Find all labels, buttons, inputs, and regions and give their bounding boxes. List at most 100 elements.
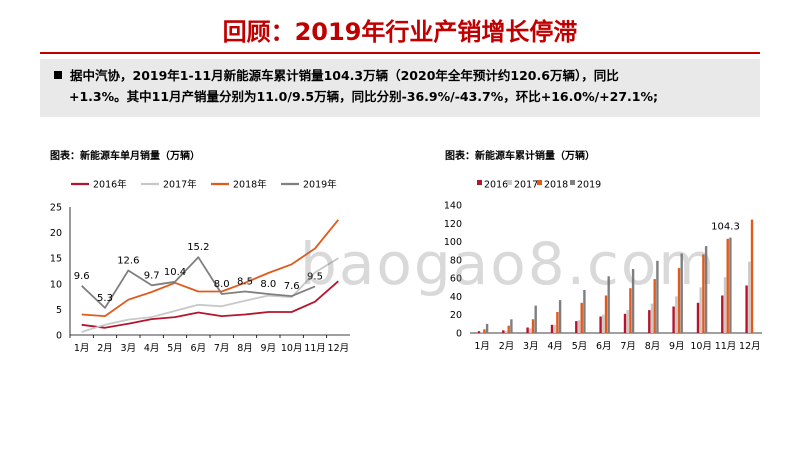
watermark: baogao8.com — [300, 230, 717, 298]
page-title: 回顾：2019年行业产销增长停滞 — [222, 18, 578, 46]
bar-x-tick-label: 3月 — [523, 341, 539, 352]
bar-2016-11月 — [721, 295, 724, 333]
bar-y-tick-label: 120 — [444, 219, 462, 230]
line-series-2018年 — [81, 219, 339, 318]
bar-x-tick-label: 10月 — [690, 341, 712, 352]
bar-2018-6月 — [604, 295, 608, 333]
line-legend-label: 2018年 — [233, 179, 267, 191]
bar-2016-2月 — [502, 330, 505, 333]
line-data-label: 8.0 — [214, 279, 230, 290]
bar-2019-8月 — [656, 260, 659, 333]
bar-2018-11月 — [726, 238, 729, 333]
bar-legend-label: 2016 — [484, 180, 508, 191]
bar-2018-12月 — [750, 219, 754, 333]
line-x-tick-label: 8月 — [237, 343, 253, 354]
line-data-label: 15.2 — [187, 242, 209, 253]
title-divider — [40, 52, 760, 54]
line-legend-label: 2016年 — [93, 179, 127, 191]
bar-x-tick-label: 4月 — [547, 341, 563, 352]
bar-2019-6月 — [607, 276, 610, 333]
line-y-tick-label: 5 — [56, 305, 62, 316]
bar-2017-2月 — [504, 331, 508, 333]
summary-text-1: 据中汽协，2019年1-11月新能源车累计销量104.3万辆（2020年全年预计… — [70, 68, 619, 83]
line-legend-label: 2019年 — [303, 179, 337, 191]
bar-2017-12月 — [748, 261, 751, 333]
bar-2017-4月 — [553, 324, 556, 333]
line-y-tick-label: 15 — [50, 254, 62, 265]
bar-x-tick-label: 1月 — [474, 341, 490, 352]
bar-2017-10月 — [699, 287, 702, 333]
bar-2017-9月 — [675, 296, 678, 333]
line-x-tick-label: 4月 — [144, 343, 160, 354]
bar-legend-swatch — [537, 180, 542, 185]
line-x-tick-label: 6月 — [191, 343, 207, 354]
summary-box: 据中汽协，2019年1-11月新能源车累计销量104.3万辆（2020年全年预计… — [40, 59, 760, 117]
bar-2018-1月 — [483, 329, 486, 333]
line-x-tick-label: 5月 — [167, 343, 183, 354]
bar-x-tick-label: 8月 — [645, 341, 661, 352]
bar-x-tick-label: 6月 — [596, 341, 612, 352]
bar-2018-8月 — [653, 279, 656, 333]
line-x-tick-label: 12月 — [328, 343, 350, 354]
square-bullet-icon — [54, 71, 62, 79]
bar-legend-label: 2017 — [514, 180, 538, 191]
bar-2019-10月 — [704, 246, 708, 333]
bar-y-tick-label: 20 — [450, 310, 462, 321]
bar-2016-1月 — [477, 331, 481, 333]
bar-legend-label: 2019 — [577, 180, 601, 191]
bar-2017-7月 — [626, 310, 629, 333]
bar-x-tick-label: 5月 — [572, 341, 588, 352]
line-data-label: 9.6 — [74, 271, 90, 282]
line-y-tick-label: 25 — [50, 203, 62, 214]
bar-2017-8月 — [650, 303, 654, 333]
line-data-label: 5.3 — [97, 293, 113, 304]
bar-2016-4月 — [550, 324, 554, 333]
line-x-tick-label: 2月 — [97, 343, 113, 354]
bar-x-tick-label: 12月 — [739, 341, 761, 352]
line-data-label: 12.6 — [117, 255, 139, 266]
line-x-tick-label: 1月 — [74, 343, 90, 354]
bar-2018-2月 — [507, 325, 510, 333]
summary-line-1: 据中汽协，2019年1-11月新能源车累计销量104.3万辆（2020年全年预计… — [54, 65, 748, 86]
line-data-label: 9.7 — [144, 270, 160, 281]
bar-2019-4月 — [558, 300, 562, 333]
line-y-tick-label: 10 — [50, 279, 62, 290]
bar-x-tick-label: 2月 — [499, 341, 515, 352]
line-data-label: 8.5 — [237, 276, 253, 287]
bar-2019-1月 — [485, 323, 489, 333]
bar-2016-7月 — [623, 313, 627, 333]
bar-legend-label: 2018 — [544, 180, 568, 191]
line-data-label: 8.0 — [260, 279, 276, 290]
bar-x-tick-label: 7月 — [620, 341, 636, 352]
bar-legend-swatch — [477, 180, 482, 185]
bar-2017-6月 — [602, 314, 605, 333]
bar-legend-swatch — [507, 180, 512, 185]
bar-2016-12月 — [745, 285, 748, 333]
bar-y-tick-label: 80 — [450, 255, 462, 266]
bar-2018-5月 — [580, 302, 583, 333]
bar-x-tick-label: 11月 — [715, 341, 737, 352]
bar-y-tick-label: 0 — [456, 329, 462, 340]
bar-2018-7月 — [629, 288, 632, 333]
bar-2017-1月 — [480, 332, 483, 333]
bar-2016-3月 — [526, 327, 529, 333]
line-data-label: 10.4 — [164, 267, 186, 278]
bar-2018-10月 — [702, 254, 705, 333]
bar-2017-5月 — [577, 320, 581, 333]
bar-2019-3月 — [534, 305, 537, 333]
line-series-2019年 — [81, 256, 316, 309]
line-x-tick-label: 11月 — [304, 343, 326, 354]
line-data-label: 9.5 — [307, 271, 323, 282]
line-chart-title: 图表：新能源车单月销量（万辆） — [50, 151, 200, 162]
line-x-tick-label: 10月 — [281, 343, 303, 354]
bar-2016-9月 — [672, 306, 675, 333]
line-x-tick-label: 9月 — [261, 343, 277, 354]
bar-y-tick-label: 100 — [444, 237, 462, 248]
bar-2019-5月 — [583, 290, 586, 333]
bar-2016-6月 — [599, 316, 602, 333]
bar-2018-4月 — [556, 312, 559, 333]
line-series-2016年 — [81, 280, 339, 329]
bar-y-tick-label: 40 — [450, 292, 462, 303]
bar-chart-title: 图表：新能源车累计销量（万辆） — [445, 151, 595, 162]
